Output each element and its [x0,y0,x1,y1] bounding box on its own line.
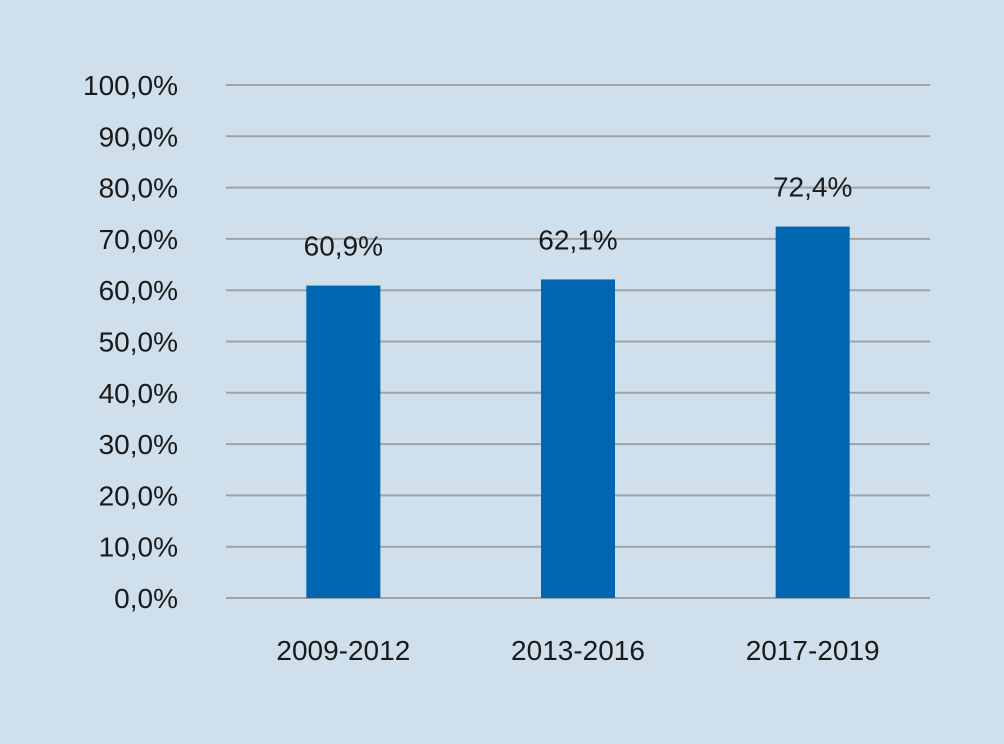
y-tick-label: 20,0% [99,480,178,511]
data-label: 72,4% [773,172,852,203]
data-label: 62,1% [538,224,617,255]
x-tick-label: 2009-2012 [276,635,410,666]
data-label: 60,9% [304,231,383,262]
y-tick-label: 90,0% [99,121,178,152]
x-tick-label: 2013-2016 [511,635,645,666]
y-tick-label: 40,0% [99,378,178,409]
y-tick-label: 30,0% [99,429,178,460]
y-tick-label: 50,0% [99,327,178,358]
y-tick-label: 70,0% [99,224,178,255]
y-tick-label: 60,0% [99,275,178,306]
y-tick-label: 100,0% [83,70,178,101]
bar [541,279,615,598]
y-tick-label: 80,0% [99,173,178,204]
y-tick-label: 0,0% [114,583,178,614]
y-tick-label: 10,0% [99,532,178,563]
bar [775,226,850,598]
x-tick-label: 2017-2019 [746,635,880,666]
bar [306,285,381,598]
